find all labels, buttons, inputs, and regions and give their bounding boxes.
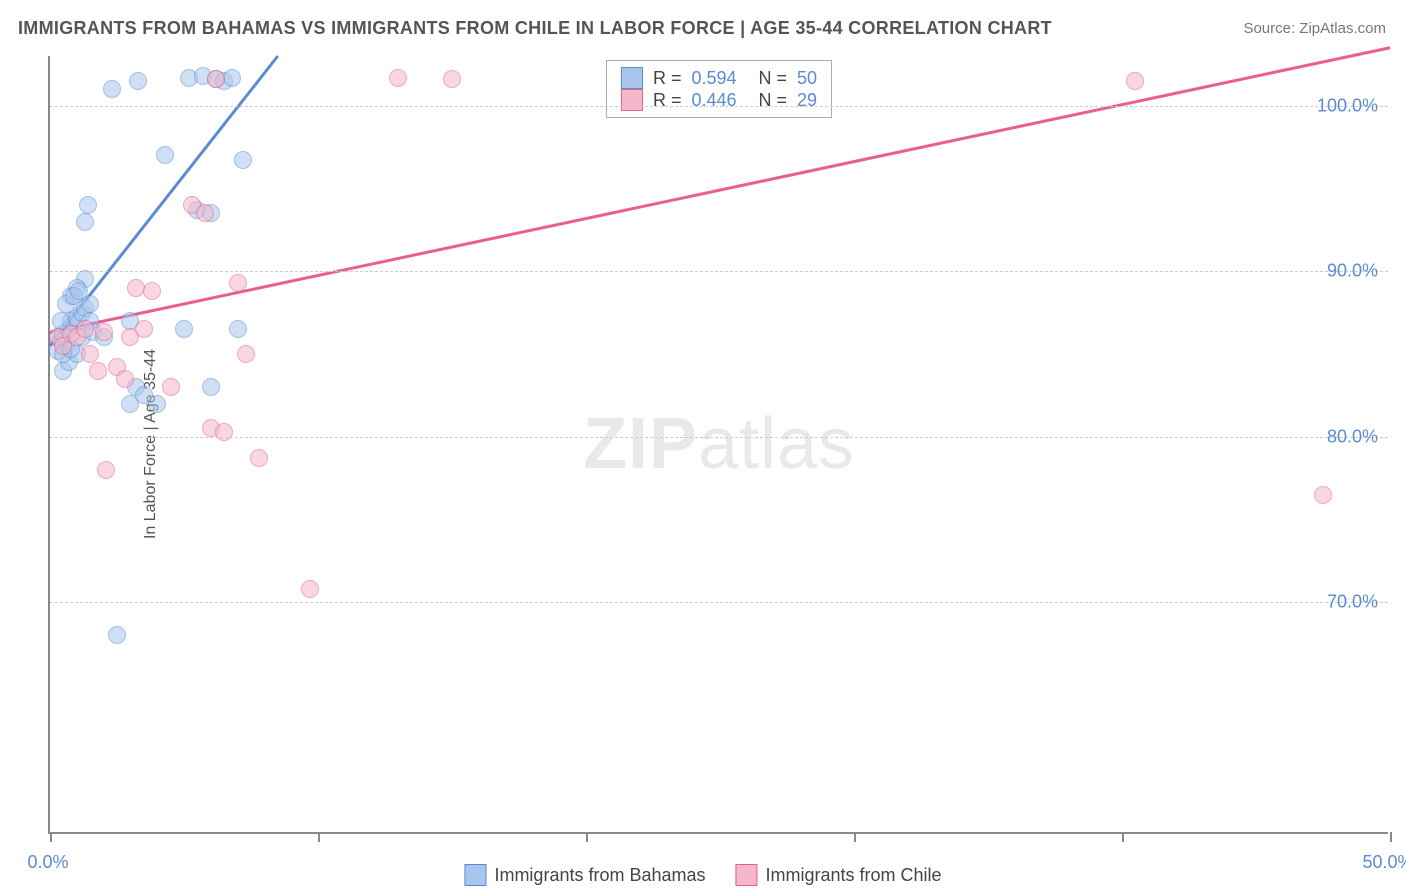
- y-tick-label: 80.0%: [1327, 426, 1378, 447]
- scatter-point: [1126, 72, 1144, 90]
- scatter-point: [108, 626, 126, 644]
- y-tick-label: 70.0%: [1327, 592, 1378, 613]
- scatter-point: [148, 395, 166, 413]
- scatter-point: [250, 449, 268, 467]
- scatter-point: [301, 580, 319, 598]
- x-tick: [1122, 832, 1124, 842]
- legend-series: Immigrants from Bahamas Immigrants from C…: [464, 864, 941, 886]
- scatter-point: [70, 282, 88, 300]
- trend-lines: [50, 56, 1388, 832]
- gridline: [50, 271, 1388, 272]
- scatter-point: [389, 69, 407, 87]
- scatter-point: [129, 72, 147, 90]
- scatter-point: [81, 345, 99, 363]
- legend-item: Immigrants from Chile: [736, 864, 942, 886]
- scatter-point: [1314, 486, 1332, 504]
- scatter-point: [229, 274, 247, 292]
- scatter-point: [135, 320, 153, 338]
- scatter-point: [76, 320, 94, 338]
- scatter-point: [223, 69, 241, 87]
- gridline: [50, 437, 1388, 438]
- scatter-point: [97, 461, 115, 479]
- x-tick-label: 50.0%: [1362, 852, 1406, 873]
- scatter-point: [76, 213, 94, 231]
- gridline: [50, 602, 1388, 603]
- x-tick: [586, 832, 588, 842]
- scatter-point: [202, 378, 220, 396]
- x-tick: [854, 832, 856, 842]
- y-tick-label: 90.0%: [1327, 261, 1378, 282]
- scatter-point: [234, 151, 252, 169]
- scatter-point: [162, 378, 180, 396]
- x-tick: [50, 832, 52, 842]
- plot-area: In Labor Force | Age 35-44 ZIPatlas R =0…: [48, 56, 1388, 834]
- scatter-point: [237, 345, 255, 363]
- scatter-point: [196, 204, 214, 222]
- scatter-point: [207, 70, 225, 88]
- scatter-point: [143, 282, 161, 300]
- y-tick-label: 100.0%: [1317, 95, 1378, 116]
- scatter-point: [79, 196, 97, 214]
- scatter-point: [103, 80, 121, 98]
- scatter-point: [89, 362, 107, 380]
- legend-item: Immigrants from Bahamas: [464, 864, 705, 886]
- scatter-point: [215, 423, 233, 441]
- scatter-point: [127, 279, 145, 297]
- scatter-point: [229, 320, 247, 338]
- gridline: [50, 106, 1388, 107]
- scatter-point: [175, 320, 193, 338]
- scatter-point: [95, 323, 113, 341]
- scatter-point: [443, 70, 461, 88]
- source-label: Source: ZipAtlas.com: [1243, 20, 1386, 37]
- x-tick-label: 0.0%: [27, 852, 68, 873]
- x-tick: [1390, 832, 1392, 842]
- x-tick: [318, 832, 320, 842]
- legend-swatch: [736, 864, 758, 886]
- chart-title: IMMIGRANTS FROM BAHAMAS VS IMMIGRANTS FR…: [18, 18, 1052, 39]
- legend-series-label: Immigrants from Chile: [766, 865, 942, 886]
- scatter-point: [116, 370, 134, 388]
- legend-swatch: [464, 864, 486, 886]
- scatter-point: [156, 146, 174, 164]
- legend-series-label: Immigrants from Bahamas: [494, 865, 705, 886]
